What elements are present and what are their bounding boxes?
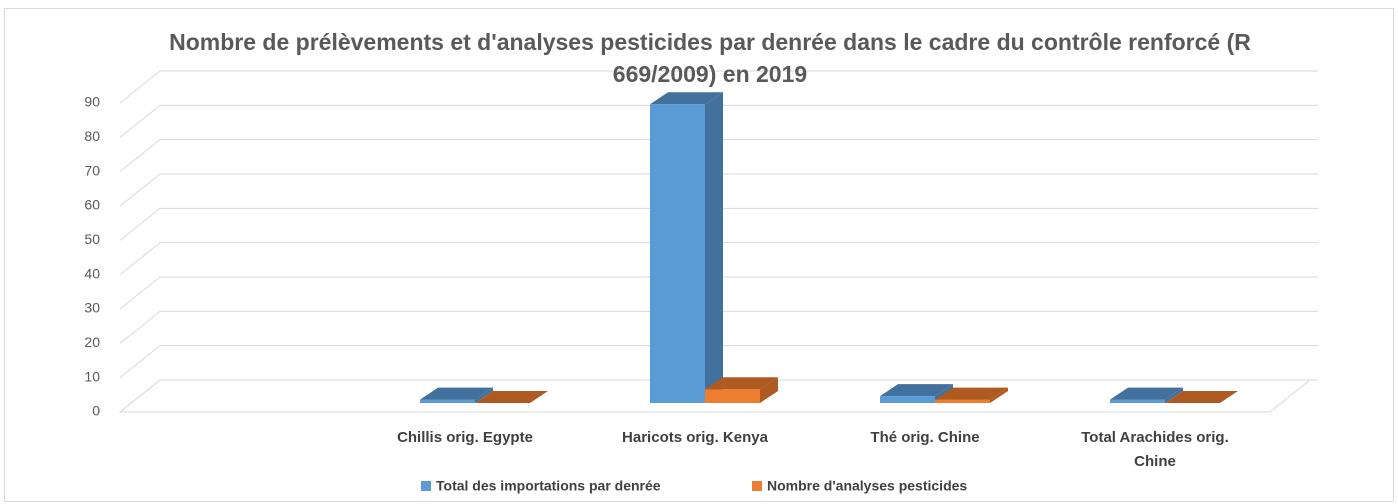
bar-face — [880, 396, 935, 403]
y-tick-label: 20 — [84, 334, 100, 350]
bar-face — [420, 387, 493, 400]
bar-face — [1110, 399, 1165, 403]
x-tick-label: Thé orig. Chine — [870, 429, 979, 446]
bar-face — [705, 389, 760, 403]
y-tick-label: 60 — [84, 197, 100, 213]
bar-face — [650, 104, 705, 404]
bar — [650, 92, 723, 404]
y-tick-label: 40 — [84, 265, 100, 281]
grid-line — [119, 242, 1318, 276]
bar — [1110, 387, 1183, 403]
grid-line — [119, 173, 1318, 207]
grid-line — [119, 310, 1318, 344]
bar-face — [475, 391, 548, 403]
bar — [935, 387, 1008, 403]
y-tick-label: 0 — [92, 403, 100, 419]
y-tick-label: 50 — [84, 231, 100, 247]
bar-face — [1110, 387, 1183, 400]
bar-face — [935, 387, 1008, 400]
y-tick-label: 30 — [84, 300, 100, 316]
legend-swatch — [421, 481, 431, 491]
bar-face — [880, 384, 953, 397]
bar-face — [650, 92, 723, 105]
grid-line — [119, 207, 1318, 241]
x-tick-label: Total Arachides orig. Chine — [1081, 429, 1229, 470]
grid-line — [119, 139, 1318, 173]
legend-label: Nombre d'analyses pesticides — [767, 478, 967, 494]
bar — [705, 377, 778, 403]
bar-face — [1165, 391, 1238, 403]
grid-line — [119, 379, 1318, 413]
x-tick-label: Chillis orig. Egypte — [397, 429, 533, 446]
chart-title: Nombre de prélèvements et d'analyses pes… — [169, 29, 1251, 87]
x-tick-label: Haricots orig. Kenya — [622, 429, 769, 446]
grid-line — [119, 276, 1318, 310]
y-tick-label: 10 — [84, 368, 100, 384]
grid-line — [119, 70, 1318, 104]
bar-face — [705, 92, 723, 404]
bar-face — [760, 377, 778, 403]
bar — [420, 387, 493, 403]
y-tick-label: 70 — [84, 162, 100, 178]
y-tick-label: 90 — [84, 94, 100, 110]
grid-line — [119, 104, 1318, 138]
y-tick-label: 80 — [84, 128, 100, 144]
bar-face — [1165, 387, 1183, 403]
bar-face — [420, 399, 475, 403]
legend-label: Total des importations par denrée — [436, 478, 661, 494]
bar-face — [935, 399, 990, 403]
legend-swatch — [752, 481, 762, 491]
bar — [1165, 391, 1238, 403]
bar-face — [705, 377, 778, 390]
grid-line — [119, 345, 1318, 379]
bar-face — [475, 387, 493, 403]
chart-frame — [4, 8, 1394, 502]
bar-face — [990, 387, 1008, 403]
bar — [475, 391, 548, 403]
